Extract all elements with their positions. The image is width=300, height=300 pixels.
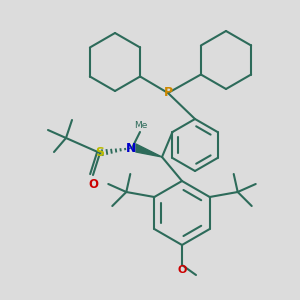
Text: N: N [126, 142, 136, 154]
Text: O: O [177, 265, 187, 275]
Text: P: P [164, 86, 172, 100]
Text: O: O [88, 178, 98, 191]
Text: Me: Me [134, 122, 148, 130]
Polygon shape [136, 144, 162, 157]
Text: S: S [95, 146, 104, 160]
